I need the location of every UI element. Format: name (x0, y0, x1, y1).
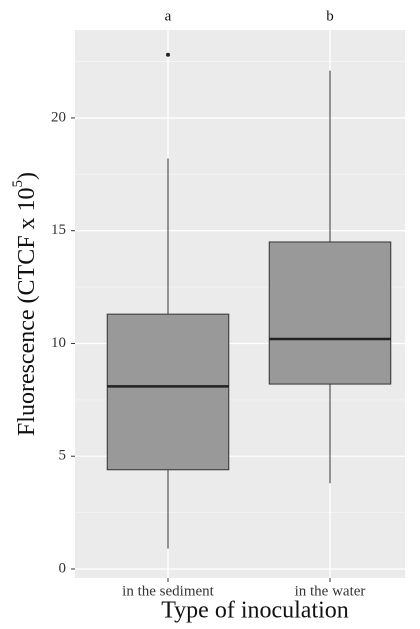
group-letter: b (326, 8, 334, 24)
x-tick-label: in the sediment (122, 583, 214, 599)
outlier (166, 52, 170, 57)
y-tick-label: 20 (51, 109, 66, 125)
y-tick-label: 5 (59, 448, 67, 464)
y-tick-label: 0 (59, 560, 67, 576)
box (106, 313, 230, 471)
group-letter: a (165, 8, 172, 24)
x-tick-label: in the water (295, 583, 366, 599)
y-tick-label: 15 (51, 222, 66, 238)
y-axis-title-suffix: ) (14, 172, 40, 180)
y-axis-title-superscript: 5 (10, 180, 26, 188)
box (268, 241, 392, 385)
y-tick-label: 10 (51, 335, 66, 351)
y-axis-title-text: Fluorescence (CTCF x 10 (14, 187, 40, 436)
x-axis-title: Type of inoculation (161, 598, 349, 624)
y-axis-title: Fluorescence (CTCF x 105) (10, 172, 39, 436)
